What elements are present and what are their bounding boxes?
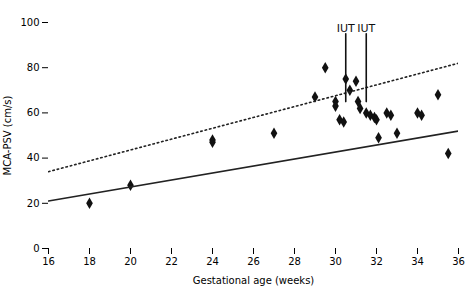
svg-text:26: 26 bbox=[247, 256, 260, 267]
svg-text:30: 30 bbox=[329, 256, 342, 267]
svg-text:20: 20 bbox=[27, 198, 40, 209]
svg-text:22: 22 bbox=[165, 256, 178, 267]
svg-text:80: 80 bbox=[27, 62, 40, 73]
svg-text:36: 36 bbox=[452, 256, 465, 267]
svg-text:24: 24 bbox=[206, 256, 219, 267]
svg-text:32: 32 bbox=[370, 256, 383, 267]
svg-text:28: 28 bbox=[288, 256, 301, 267]
svg-text:16: 16 bbox=[42, 256, 55, 267]
svg-text:20: 20 bbox=[124, 256, 137, 267]
svg-text:MCA-PSV (cm/s): MCA-PSV (cm/s) bbox=[2, 95, 13, 175]
svg-text:Gestational age (weeks): Gestational age (weeks) bbox=[193, 275, 315, 286]
svg-text:34: 34 bbox=[411, 256, 424, 267]
svg-text:0: 0 bbox=[33, 243, 39, 254]
svg-text:IUT: IUT bbox=[337, 22, 355, 35]
svg-text:18: 18 bbox=[83, 256, 96, 267]
svg-text:40: 40 bbox=[27, 152, 40, 163]
svg-text:IUT: IUT bbox=[357, 22, 375, 35]
svg-text:100: 100 bbox=[20, 17, 39, 28]
svg-text:60: 60 bbox=[27, 107, 40, 118]
